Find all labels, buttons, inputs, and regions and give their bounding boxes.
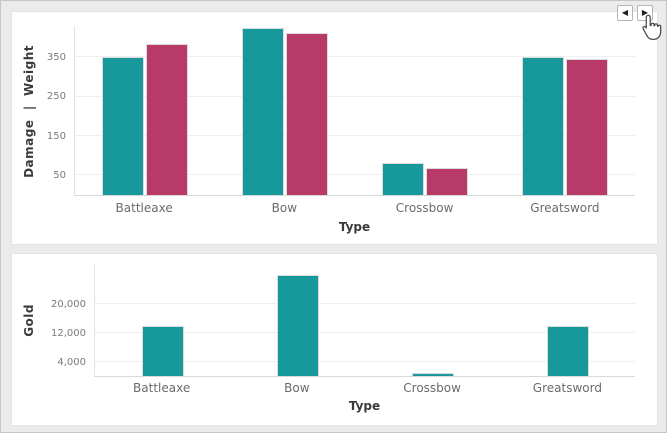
chart-card-damage-weight: Damage | Weight 50 150 250 350 Battleaxe Bow… bbox=[11, 11, 658, 245]
gridline bbox=[95, 360, 635, 362]
bar-group-greatsword bbox=[500, 264, 635, 376]
bar-group-battleaxe bbox=[75, 26, 215, 195]
plot-area bbox=[74, 26, 635, 196]
y-axis-title-wrap: Damage | Weight bbox=[18, 26, 40, 196]
y-axis-title: Damage | Weight bbox=[22, 44, 36, 178]
bar-gold-greatsword[interactable] bbox=[546, 326, 589, 376]
bar-weight-battleaxe[interactable] bbox=[146, 43, 188, 195]
bar-group-greatsword bbox=[495, 26, 635, 195]
gridline bbox=[95, 303, 635, 305]
x-category-label: Greatsword bbox=[530, 201, 600, 215]
y-tick-label: 250 bbox=[46, 91, 66, 103]
gridlines bbox=[95, 264, 635, 376]
bar-group-crossbow bbox=[365, 264, 500, 376]
bar-group-crossbow bbox=[355, 26, 495, 195]
gold-bar-chart: Gold 4,000 12,000 20,000 Battleaxe Bow Cross… bbox=[12, 254, 657, 425]
y-tick-label: 20,000 bbox=[51, 298, 86, 310]
gridline bbox=[75, 95, 635, 97]
x-axis-title: Type bbox=[338, 220, 371, 234]
bar-damage-battleaxe[interactable] bbox=[102, 56, 144, 195]
x-category-label: Bow bbox=[271, 201, 298, 215]
y-axis-ticks: 4,000 12,000 20,000 bbox=[40, 264, 94, 377]
x-category-label: Bow bbox=[284, 381, 310, 395]
x-axis-categories: Battleaxe Bow Crossbow Greatsword bbox=[74, 196, 635, 220]
bar-damage-bow[interactable] bbox=[242, 27, 284, 195]
bar-weight-crossbow[interactable] bbox=[426, 168, 468, 195]
x-axis-categories: Battleaxe Bow Crossbow Greatsword bbox=[94, 377, 635, 399]
bar-group-bow bbox=[230, 264, 365, 376]
x-category-label: Battleaxe bbox=[133, 381, 191, 395]
bar-weight-bow[interactable] bbox=[286, 33, 328, 195]
chart-card-gold: Gold 4,000 12,000 20,000 Battleaxe Bow Cross… bbox=[11, 253, 658, 426]
damage-weight-bar-chart: Damage | Weight 50 150 250 350 Battleaxe Bow… bbox=[12, 12, 657, 244]
y-tick-label: 4,000 bbox=[57, 356, 86, 368]
previous-page-button[interactable]: ◀ bbox=[617, 5, 633, 21]
bars bbox=[95, 264, 635, 376]
y-axis-ticks: 50 150 250 350 bbox=[40, 26, 74, 196]
bar-gold-crossbow[interactable] bbox=[411, 373, 454, 376]
bar-group-bow bbox=[215, 26, 355, 195]
y-tick-label: 12,000 bbox=[51, 327, 86, 339]
x-category-label: Greatsword bbox=[532, 381, 602, 395]
bar-damage-crossbow[interactable] bbox=[382, 162, 424, 195]
bar-weight-greatsword[interactable] bbox=[566, 59, 608, 195]
chevron-right-icon: ▶ bbox=[641, 8, 649, 17]
gridline bbox=[75, 56, 635, 58]
gridline bbox=[75, 174, 635, 176]
x-category-label: Crossbow bbox=[395, 201, 454, 215]
gridlines bbox=[75, 26, 635, 195]
x-category-label: Battleaxe bbox=[115, 201, 173, 215]
y-axis-title: Gold bbox=[22, 304, 36, 337]
bar-damage-greatsword[interactable] bbox=[522, 56, 564, 195]
x-axis-title: Type bbox=[348, 399, 381, 413]
next-page-button[interactable]: ▶ bbox=[637, 5, 653, 21]
chevron-left-icon: ◀ bbox=[621, 8, 629, 17]
y-tick-label: 150 bbox=[46, 130, 66, 142]
y-tick-label: 50 bbox=[53, 170, 66, 182]
gridline bbox=[75, 135, 635, 137]
y-tick-label: 350 bbox=[46, 51, 66, 63]
bar-gold-battleaxe[interactable] bbox=[141, 325, 184, 376]
plot-area bbox=[94, 264, 635, 377]
bar-group-battleaxe bbox=[95, 264, 230, 376]
bars bbox=[75, 26, 635, 195]
bar-gold-bow[interactable] bbox=[276, 275, 319, 376]
gridline bbox=[95, 331, 635, 333]
x-category-label: Crossbow bbox=[403, 381, 461, 395]
y-axis-title-wrap: Gold bbox=[18, 264, 40, 377]
